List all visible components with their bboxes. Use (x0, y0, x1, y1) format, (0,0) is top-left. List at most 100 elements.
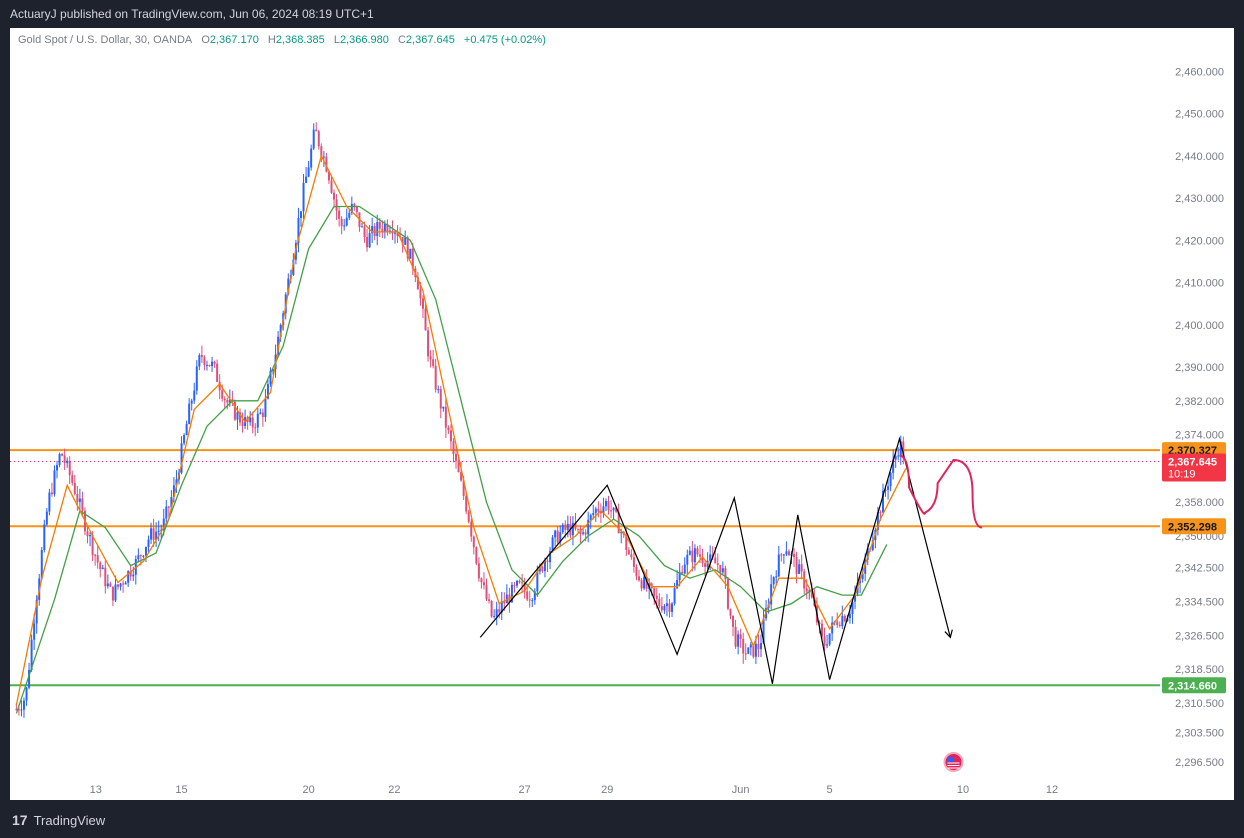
candle-body (543, 560, 546, 572)
candle-body (826, 644, 829, 646)
tradingview-logo-icon: 17 (12, 812, 28, 828)
candle-body (897, 455, 900, 457)
tradingview-brand[interactable]: 17 TradingView (12, 812, 105, 828)
candle-body (139, 555, 142, 557)
candle-body (310, 148, 313, 168)
candle-body (101, 567, 104, 570)
candle-body (510, 584, 513, 603)
candle-body (549, 551, 552, 563)
candle-body (772, 577, 775, 585)
x-tick-label: 13 (90, 784, 102, 796)
candle-body (559, 532, 562, 543)
candle-body (53, 470, 56, 495)
candle-body (160, 529, 163, 531)
candle-body (132, 574, 135, 577)
candle-body (744, 653, 747, 655)
candle-body (505, 594, 508, 604)
candle-body (721, 568, 724, 573)
candle-body (378, 222, 381, 229)
candle-body (17, 709, 20, 711)
candle-body (297, 217, 300, 244)
change-value: +0.475 (+0.02%) (463, 34, 546, 46)
close-label: C (397, 34, 406, 46)
candle-body (333, 192, 336, 200)
candle-body (681, 571, 684, 574)
low-value: 2,366.980 (339, 34, 389, 46)
x-tick-label: 15 (175, 784, 187, 796)
candle-body (200, 355, 203, 358)
candle-body (106, 583, 109, 587)
candle-body (770, 584, 773, 605)
candle-body (782, 554, 785, 556)
candle-body (724, 568, 727, 580)
candle-body (630, 554, 633, 558)
candle-body (887, 486, 890, 490)
candle-body (564, 524, 567, 530)
candle-body (531, 600, 534, 602)
candle-body (22, 700, 25, 710)
candle-body (800, 564, 803, 572)
ohlc-legend: Gold Spot / U.S. Dollar, 30, OANDA O2,36… (18, 34, 552, 46)
candle-body (381, 228, 384, 232)
candle-body (299, 211, 302, 218)
candle-body (584, 532, 587, 535)
candle-body (892, 459, 895, 473)
candle-body (241, 422, 244, 427)
candle-body (612, 507, 615, 511)
y-tick-label: 2,410.000 (1175, 278, 1224, 290)
candle-body (889, 472, 892, 487)
candle-body (188, 403, 191, 425)
candle-body (701, 556, 704, 564)
y-tick-label: 2,334.500 (1175, 596, 1224, 608)
candle-body (261, 412, 264, 418)
candle-body (111, 586, 114, 601)
candle-body (597, 508, 600, 512)
candle-body (665, 603, 668, 607)
y-tick-label: 2,440.000 (1175, 151, 1224, 163)
candle-body (185, 424, 188, 436)
candle-body (307, 167, 310, 177)
chart-panel[interactable] (10, 28, 1234, 800)
x-tick-label: 5 (827, 784, 833, 796)
candle-body (866, 548, 869, 560)
y-tick-label: 2,296.500 (1175, 757, 1224, 769)
low-label: L (333, 34, 340, 46)
candle-body (688, 550, 691, 555)
candle-body (704, 563, 707, 567)
ema-slow-line (15, 205, 888, 714)
x-tick-label: 29 (601, 784, 613, 796)
candle-body (343, 225, 346, 227)
candle-body (714, 557, 717, 564)
candle-body (805, 588, 808, 592)
candle-body (521, 582, 524, 584)
candle-body (638, 576, 641, 581)
candle-body (122, 583, 125, 585)
candle-body (213, 361, 216, 364)
candle-body (518, 580, 521, 583)
candle-body (444, 406, 447, 428)
candle-body (663, 606, 666, 611)
candle-body (902, 441, 905, 458)
candle-body (566, 523, 569, 530)
close-value: 2,367.645 (405, 34, 455, 46)
candle-body (239, 412, 241, 423)
candle-body (775, 576, 778, 578)
candle-body (831, 622, 834, 634)
candle-body (864, 559, 867, 574)
y-tick-label: 2,310.500 (1175, 698, 1224, 710)
arrow-head (944, 629, 953, 639)
candle-body (421, 298, 424, 309)
candle-body (386, 224, 389, 232)
x-tick-label: 10 (957, 784, 969, 796)
projection-curve (899, 454, 983, 529)
candle-body (607, 500, 610, 511)
candle-body (635, 566, 638, 577)
candle-body (500, 601, 503, 613)
candle-body (43, 524, 46, 550)
candle-body (25, 687, 28, 701)
candle-body (480, 578, 483, 583)
candle-body (218, 381, 221, 391)
candle-body (432, 359, 435, 366)
candle-body (577, 528, 580, 530)
